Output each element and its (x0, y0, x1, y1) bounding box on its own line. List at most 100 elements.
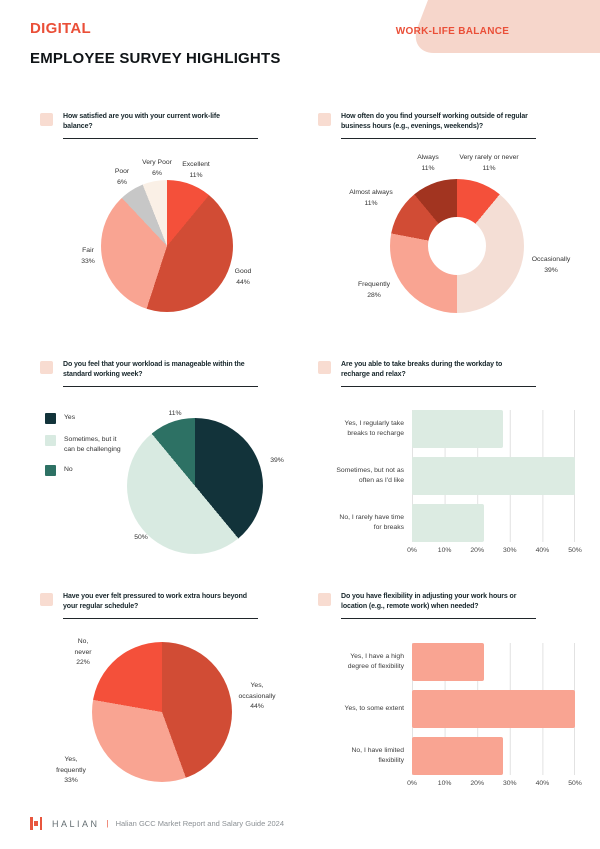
title-underline (341, 385, 536, 387)
title-underline (63, 385, 258, 387)
question-row: Do you have flexibility in adjusting you… (318, 592, 580, 619)
axis-tick: 30% (502, 780, 517, 787)
title-underline (63, 617, 258, 619)
axis-tick: 10% (437, 780, 452, 787)
question-title: Do you feel that your workload is manage… (63, 361, 245, 378)
question-bullet-icon (318, 113, 331, 126)
axis-tick: 10% (437, 547, 452, 554)
panel-flexibility: Do you have flexibility in adjusting you… (318, 592, 582, 840)
donut-chart-outside-hours (390, 179, 524, 313)
question-bullet-icon (40, 113, 53, 126)
bar-category-label: Yes, to some extent (344, 705, 404, 713)
bar-some-extent (412, 690, 575, 728)
pie-label-poor: Poor 6% (114, 168, 130, 186)
bar-category-label: No, I rarely have time for breaks (339, 514, 404, 531)
pie-label-fair: Fair 33% (81, 247, 95, 265)
pie-label-very-poor: Very Poor 6% (142, 159, 172, 177)
plot-area (412, 643, 575, 775)
logo-dot (34, 821, 38, 826)
axis-tick: 0% (407, 547, 417, 554)
donut-label-always: Always 11% (417, 154, 439, 172)
badge-label: WORK-LIFE BALANCE (395, 26, 510, 37)
bar-category-label: Yes, I regularly take breaks to recharge (344, 420, 404, 437)
bar-category-label: Yes, I have a high degree of flexibility (347, 653, 404, 670)
pie-label-no-pct: 11% (168, 410, 182, 417)
pie-label-yes-occasionally: Yes, occasionally 44% (238, 682, 276, 711)
bar-regular-breaks (412, 410, 504, 448)
axis-tick: 20% (470, 780, 484, 787)
question-bullet-icon (318, 361, 331, 374)
axis-tick: 40% (535, 780, 550, 787)
legend-swatch (45, 465, 56, 477)
pie-label-yes-pct: 39% (270, 457, 284, 464)
donut-label-occasionally: Occasionally 39% (531, 256, 571, 274)
axis-tick: 40% (535, 547, 550, 554)
bar-category-label: No, I have limited flexibility (351, 747, 404, 764)
legend-item-no: No (45, 465, 135, 477)
axis-tick: 0% (407, 780, 417, 787)
bar-chart-flexibility: Yes, I have a high degree of flexibility… (318, 643, 582, 790)
x-axis: 0% 10% 20% 30% 40% 50% (407, 547, 582, 557)
question-bullet-icon (318, 593, 331, 606)
footer-separator: | (106, 819, 109, 828)
bar-category-labels: Yes, I have a high degree of flexibility… (318, 643, 404, 790)
page-kicker: DIGITAL (30, 20, 91, 37)
axis-tick: 30% (502, 547, 517, 554)
bar-category-label: Sometimes, but not as often as I'd like (336, 467, 404, 484)
question-row: Are you able to take breaks during the w… (318, 360, 580, 387)
legend-item-sometimes: Sometimes, but it can be challenging (45, 435, 135, 454)
pie-chart-pressure (92, 642, 232, 782)
pie-label-good: Good 44% (234, 268, 252, 286)
page-title: EMPLOYEE SURVEY HIGHLIGHTS (30, 50, 281, 68)
donut-hole (428, 217, 486, 275)
pie-chart-satisfaction (101, 180, 233, 312)
pie-label-yes-frequently: Yes, frequently 33% (56, 756, 86, 785)
question-title: Are you able to take breaks during the w… (341, 361, 503, 378)
footer-caption: Halian GCC Market Report and Salary Guid… (115, 819, 285, 828)
bar-category-labels: Yes, I regularly take breaks to recharge… (318, 410, 404, 557)
legend-item-yes: Yes (45, 413, 135, 424)
bar-sometimes (412, 457, 575, 495)
question-bullet-icon (40, 593, 53, 606)
axis-tick: 50% (568, 547, 582, 554)
question-title: Do you have flexibility in adjusting you… (341, 593, 517, 610)
panel-outside-hours: How often do you find yourself working o… (318, 112, 580, 360)
question-title: How satisfied are you with your current … (63, 113, 220, 130)
title-underline (63, 137, 258, 139)
logo-bar (30, 817, 33, 830)
legend-swatch (45, 413, 56, 424)
title-underline (341, 617, 536, 619)
title-underline (341, 137, 536, 139)
question-bullet-icon (40, 361, 53, 374)
question-row: Do you feel that your workload is manage… (40, 360, 302, 387)
donut-label-almost-always: Almost always 11% (349, 189, 393, 207)
legend: Yes Sometimes, but it can be challenging… (45, 413, 135, 477)
halian-logo-icon (30, 817, 42, 830)
panel-workload: Do you feel that your workload is manage… (40, 360, 302, 608)
pie-label-sometimes-pct: 50% (134, 534, 148, 541)
axis-tick: 50% (568, 780, 582, 787)
question-row: How often do you find yourself working o… (318, 112, 580, 139)
legend-swatch (45, 435, 56, 446)
x-axis: 0% 10% 20% 30% 40% 50% (407, 780, 582, 790)
bar-limited-flexibility (412, 737, 504, 775)
question-title: Have you ever felt pressured to work ext… (63, 593, 247, 610)
question-title: How often do you find yourself working o… (341, 113, 528, 130)
page-footer: HALIAN | Halian GCC Market Report and Sa… (30, 817, 284, 830)
question-row: Have you ever felt pressured to work ext… (40, 592, 302, 619)
pie-label-excellent: Excellent 11% (182, 161, 210, 179)
donut-label-very-rarely: Very rarely or never 11% (459, 154, 519, 172)
bar-rarely (412, 504, 484, 542)
plot-area (412, 410, 575, 542)
brand-name: HALIAN (52, 818, 100, 829)
bar-high-flexibility (412, 643, 484, 681)
panel-pressure: Have you ever felt pressured to work ext… (40, 592, 302, 840)
axis-tick: 20% (470, 547, 484, 554)
pie-label-no-never: No, never 22% (74, 638, 92, 667)
question-row: How satisfied are you with your current … (40, 112, 302, 139)
pie-chart-workload (127, 418, 263, 554)
panel-satisfaction: How satisfied are you with your current … (40, 112, 302, 360)
logo-bar (39, 817, 42, 830)
donut-label-frequently: Frequently 28% (357, 281, 391, 299)
